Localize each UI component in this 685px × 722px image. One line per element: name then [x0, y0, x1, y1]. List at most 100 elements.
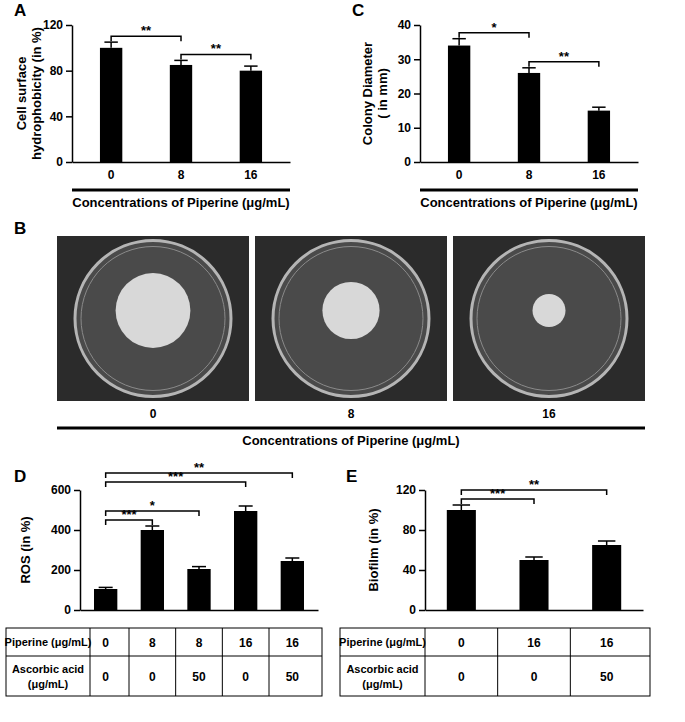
- significance-label: **: [141, 23, 152, 38]
- bar: [170, 65, 192, 162]
- y-axis-line: [80, 491, 82, 611]
- colony: [322, 282, 379, 339]
- table-cell: 50: [600, 670, 614, 684]
- bar: [94, 589, 117, 610]
- y-tick-label: 120: [43, 18, 63, 32]
- y-tick-mark: [66, 25, 72, 27]
- y-tick-label: 400: [51, 523, 71, 537]
- bar: [588, 111, 610, 162]
- x-tick-label: 16: [244, 168, 258, 182]
- y-tick-label: 200: [51, 563, 71, 577]
- significance: **: [461, 477, 606, 495]
- bar: [187, 569, 210, 610]
- error-bar: [104, 42, 117, 48]
- panel-photos: B0816Concentrations of Piperine (μg/mL): [14, 219, 645, 448]
- panel-letter: D: [14, 467, 26, 486]
- table-row-label: Piperine (μg/mL): [5, 636, 92, 648]
- y-axis: 0 10 20 30 40: [398, 18, 421, 169]
- error-bar: [522, 68, 535, 73]
- error-bar: [174, 60, 187, 65]
- x-axis: 0816: [421, 162, 639, 182]
- panel-letter: C: [352, 1, 364, 20]
- x-axis-title: Concentrations of Piperine (μg/mL): [72, 195, 289, 210]
- error-bar-cap: [592, 106, 605, 108]
- x-axis: [426, 610, 644, 611]
- table-cell: 0: [149, 670, 156, 684]
- y-tick: 40: [50, 110, 72, 124]
- significance-label: **: [194, 460, 205, 475]
- table-row-label: Piperine (μg/mL): [339, 636, 426, 648]
- significance-label: ***: [490, 486, 506, 501]
- x-axis: [81, 610, 319, 611]
- colony: [533, 294, 566, 327]
- table-divider: [175, 628, 176, 696]
- bar: [519, 560, 548, 610]
- y-tick: 40: [398, 18, 420, 32]
- error-bar-cap: [598, 540, 615, 542]
- table-divider: [6, 656, 322, 657]
- condition-table: Piperine (μg/mL)0881616Ascorbic acid(μg/…: [5, 628, 322, 696]
- y-tick-mark: [414, 128, 420, 130]
- error-bar-cap: [99, 587, 113, 589]
- table-cell: 0: [102, 636, 109, 650]
- y-tick-mark: [74, 490, 80, 492]
- y-tick-label: 40: [50, 110, 64, 124]
- significance: **: [111, 23, 181, 41]
- y-tick: 20: [398, 87, 420, 101]
- y-axis-line: [425, 491, 427, 611]
- y-tick-label: 40: [398, 18, 412, 32]
- error-bar-stem: [458, 39, 460, 46]
- significance: *: [459, 20, 529, 38]
- error-bar-cap: [239, 505, 253, 507]
- photo-background: [453, 236, 645, 401]
- bar: [592, 545, 621, 610]
- y-axis-title: ( in mm): [375, 68, 390, 119]
- y-tick-label: 120: [396, 483, 416, 497]
- significance-label: **: [559, 49, 570, 64]
- significance: *: [106, 498, 199, 516]
- error-bar: [452, 39, 465, 46]
- table-divider: [340, 656, 650, 657]
- error-bar-cap: [244, 65, 257, 67]
- error-bar: [99, 587, 113, 589]
- photo-background: [255, 236, 447, 401]
- y-tick-label: 30: [398, 53, 412, 67]
- bar: [447, 510, 476, 610]
- y-tick: 600: [51, 483, 80, 497]
- y-tick-label: 20: [398, 87, 412, 101]
- error-bar: [192, 567, 206, 569]
- error-bar-cap: [192, 566, 206, 568]
- bar: [518, 73, 540, 162]
- panel-letter: B: [14, 219, 26, 238]
- figure: A040801200816Cell surfacehydrophobicity …: [0, 0, 685, 722]
- colony: [116, 273, 191, 348]
- y-tick-mark: [66, 116, 72, 118]
- photo: [57, 236, 249, 401]
- error-bar: [285, 558, 299, 561]
- significance: ***: [106, 507, 153, 525]
- error-bar: [592, 107, 605, 110]
- significance-label: *: [150, 498, 156, 513]
- y-tick: 120: [396, 483, 425, 497]
- y-tick-label: 0: [404, 155, 411, 169]
- y-tick: 80: [403, 523, 425, 537]
- table-divider: [497, 628, 498, 696]
- y-tick-label: 80: [403, 523, 417, 537]
- table-divider: [269, 628, 270, 696]
- y-axis: 04080120: [396, 483, 426, 617]
- photo: [255, 236, 447, 401]
- table-cell: 8: [149, 636, 156, 650]
- significance-label: ***: [121, 507, 137, 522]
- table-cell: 16: [239, 636, 253, 650]
- table-cell: 16: [600, 636, 614, 650]
- y-tick: 0: [409, 603, 425, 617]
- table-cell: 0: [242, 670, 249, 684]
- panel: D0200400600ROS (in %)Piperine (μg/mL)088…: [5, 460, 322, 696]
- y-tick-mark: [74, 530, 80, 532]
- x-axis: 0816: [73, 162, 291, 182]
- petri-dish-rim: [279, 247, 423, 391]
- y-tick-label: 10: [398, 121, 412, 135]
- x-title-bar: [72, 189, 290, 192]
- plot-area: [100, 42, 262, 162]
- table-cell: 8: [196, 636, 203, 650]
